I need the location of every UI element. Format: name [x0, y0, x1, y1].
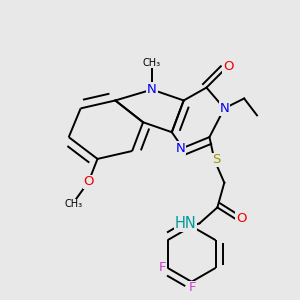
- Text: S: S: [212, 153, 220, 167]
- Text: HN: HN: [175, 216, 196, 231]
- Text: O: O: [223, 60, 233, 73]
- Text: N: N: [219, 102, 229, 115]
- Text: CH₃: CH₃: [65, 200, 83, 209]
- Text: CH₃: CH₃: [143, 58, 161, 68]
- Text: F: F: [189, 281, 196, 294]
- Text: O: O: [83, 175, 94, 188]
- Text: N: N: [147, 83, 157, 96]
- Text: F: F: [159, 261, 166, 274]
- Text: O: O: [236, 212, 246, 225]
- Text: N: N: [176, 142, 186, 154]
